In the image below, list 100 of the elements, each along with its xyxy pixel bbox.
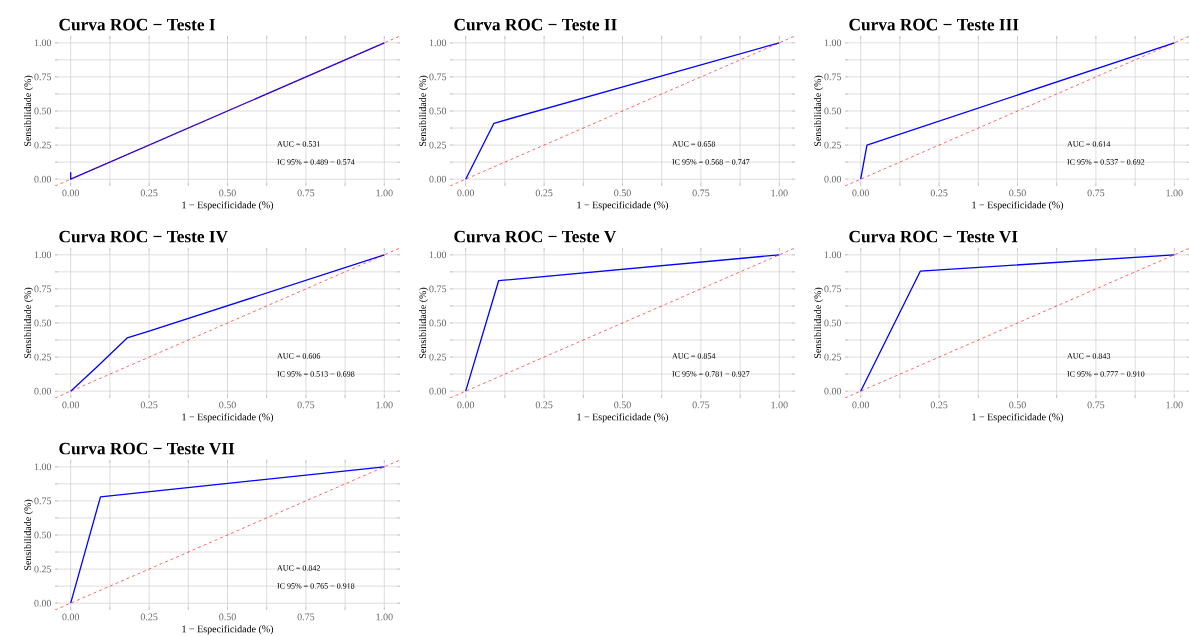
x-tick-label: 0.00	[457, 401, 475, 409]
x-axis-title: 1 − Especificidade (%)	[182, 625, 274, 635]
y-tick-label: 0.75	[824, 73, 842, 81]
y-axis-title: Sensibilidade (%)	[419, 287, 429, 359]
x-axis-title: 1 − Especificidade (%)	[972, 413, 1064, 423]
y-tick-label: 0.00	[34, 387, 52, 395]
y-tick-label: 0.75	[429, 73, 447, 81]
annotation: AUC = 0.531	[277, 141, 320, 147]
x-tick-label: 0.25	[140, 401, 158, 409]
y-tick-label: 0.75	[824, 285, 842, 293]
x-tick-label: 0.00	[852, 401, 870, 409]
y-axis-title: Sensibilidade (%)	[814, 287, 824, 359]
y-tick-label: 1.00	[34, 39, 52, 47]
x-tick-label: 0.50	[1009, 401, 1026, 409]
y-tick-label: 0.00	[34, 175, 52, 183]
y-tick-label: 0.25	[429, 141, 447, 149]
annotation: AUC = 0.658	[672, 141, 716, 147]
y-tick-label: 1.00	[429, 39, 447, 47]
annotation: IC 95% = 0.765 − 0.918	[277, 583, 355, 589]
y-tick-label: 0.00	[429, 387, 447, 395]
x-tick-label: 1.00	[1166, 189, 1183, 197]
y-tick-label: 0.50	[34, 531, 52, 539]
x-tick-label: 0.50	[219, 189, 236, 197]
annotation: AUC = 0.843	[1067, 353, 1111, 359]
x-tick-label: 0.75	[297, 189, 315, 197]
y-tick-label: 0.75	[34, 285, 52, 293]
x-tick-label: 1.00	[376, 401, 393, 409]
annotation: AUC = 0.854	[672, 353, 716, 359]
chart-title: Curva ROC − Teste II	[454, 18, 617, 31]
x-tick-label: 0.00	[62, 613, 80, 621]
y-tick-label: 0.00	[824, 387, 842, 395]
x-tick-label: 0.75	[297, 613, 315, 621]
chart-title: Curva ROC − Teste V	[454, 230, 617, 243]
x-tick-label: 0.00	[852, 189, 870, 197]
annotation: IC 95% = 0.568 − 0.747	[672, 159, 750, 165]
y-tick-label: 0.75	[34, 73, 52, 81]
y-axis-title: Sensibilidade (%)	[24, 287, 34, 359]
y-tick-label: 0.75	[34, 497, 52, 505]
x-tick-label: 0.75	[1087, 189, 1105, 197]
y-tick-label: 0.50	[824, 319, 842, 327]
x-axis-title: 1 − Especificidade (%)	[972, 201, 1064, 211]
annotation: IC 95% = 0.537 − 0.692	[1067, 159, 1145, 165]
y-tick-label: 0.25	[824, 353, 842, 361]
y-axis-title: Sensibilidade (%)	[814, 75, 824, 147]
y-tick-label: 0.00	[824, 175, 842, 183]
y-tick-label: 0.00	[429, 175, 447, 183]
x-axis-title: 1 − Especificidade (%)	[182, 413, 274, 423]
y-tick-label: 0.25	[34, 141, 52, 149]
y-tick-label: 0.75	[429, 285, 447, 293]
y-tick-label: 0.50	[824, 107, 842, 115]
annotation: IC 95% = 0.781 − 0.927	[672, 371, 750, 377]
y-tick-label: 0.50	[34, 107, 52, 115]
y-axis-title: Sensibilidade (%)	[24, 499, 34, 570]
annotation: IC 95% = 0.777 − 0.910	[1067, 371, 1145, 377]
annotation: AUC = 0.606	[277, 353, 321, 359]
x-tick-label: 0.75	[692, 401, 710, 409]
x-tick-label: 1.00	[771, 401, 788, 409]
y-tick-label: 0.00	[34, 599, 52, 607]
chart-title: Curva ROC − Teste VI	[849, 230, 1018, 243]
x-tick-label: 0.50	[1009, 189, 1026, 197]
y-tick-label: 1.00	[34, 251, 52, 259]
x-tick-label: 1.00	[376, 613, 393, 621]
x-tick-label: 0.00	[457, 189, 475, 197]
y-tick-label: 0.25	[429, 353, 447, 361]
x-tick-label: 0.50	[614, 401, 631, 409]
chart-title: Curva ROC − Teste VII	[59, 442, 235, 455]
annotation: IC 95% = 0.513 − 0.698	[277, 371, 355, 377]
y-tick-label: 0.25	[34, 565, 52, 573]
annotation: AUC = 0.614	[1067, 141, 1111, 147]
annotation: AUC = 0.842	[277, 565, 320, 571]
y-tick-label: 1.00	[34, 463, 52, 471]
y-tick-label: 0.50	[34, 319, 52, 327]
y-axis-title: Sensibilidade (%)	[24, 75, 34, 147]
x-tick-label: 1.00	[771, 189, 788, 197]
x-tick-label: 0.25	[930, 401, 948, 409]
x-tick-label: 0.50	[614, 189, 631, 197]
x-tick-label: 1.00	[1166, 401, 1183, 409]
x-tick-label: 0.25	[140, 189, 158, 197]
y-tick-label: 0.50	[429, 107, 447, 115]
x-axis-title: 1 − Especificidade (%)	[182, 201, 274, 211]
x-tick-label: 0.25	[930, 189, 948, 197]
x-tick-label: 0.75	[297, 401, 315, 409]
x-tick-label: 0.50	[219, 401, 236, 409]
y-tick-label: 1.00	[824, 39, 842, 47]
x-tick-label: 0.25	[535, 401, 553, 409]
x-tick-label: 0.00	[62, 401, 80, 409]
annotation: IC 95% = 0.489 − 0.574	[277, 159, 355, 165]
x-tick-label: 0.75	[692, 189, 710, 197]
x-axis-title: 1 − Especificidade (%)	[577, 413, 669, 423]
x-tick-label: 0.00	[62, 189, 80, 197]
y-axis-title: Sensibilidade (%)	[419, 75, 429, 147]
x-tick-label: 0.50	[219, 613, 236, 621]
y-tick-label: 0.25	[34, 353, 52, 361]
x-tick-label: 0.25	[140, 613, 158, 621]
x-tick-label: 1.00	[376, 189, 393, 197]
y-tick-label: 1.00	[824, 251, 842, 259]
y-tick-label: 0.25	[824, 141, 842, 149]
chart-title: Curva ROC − Teste III	[849, 18, 1019, 31]
y-tick-label: 0.50	[429, 319, 447, 327]
chart-title: Curva ROC − Teste I	[59, 18, 216, 31]
